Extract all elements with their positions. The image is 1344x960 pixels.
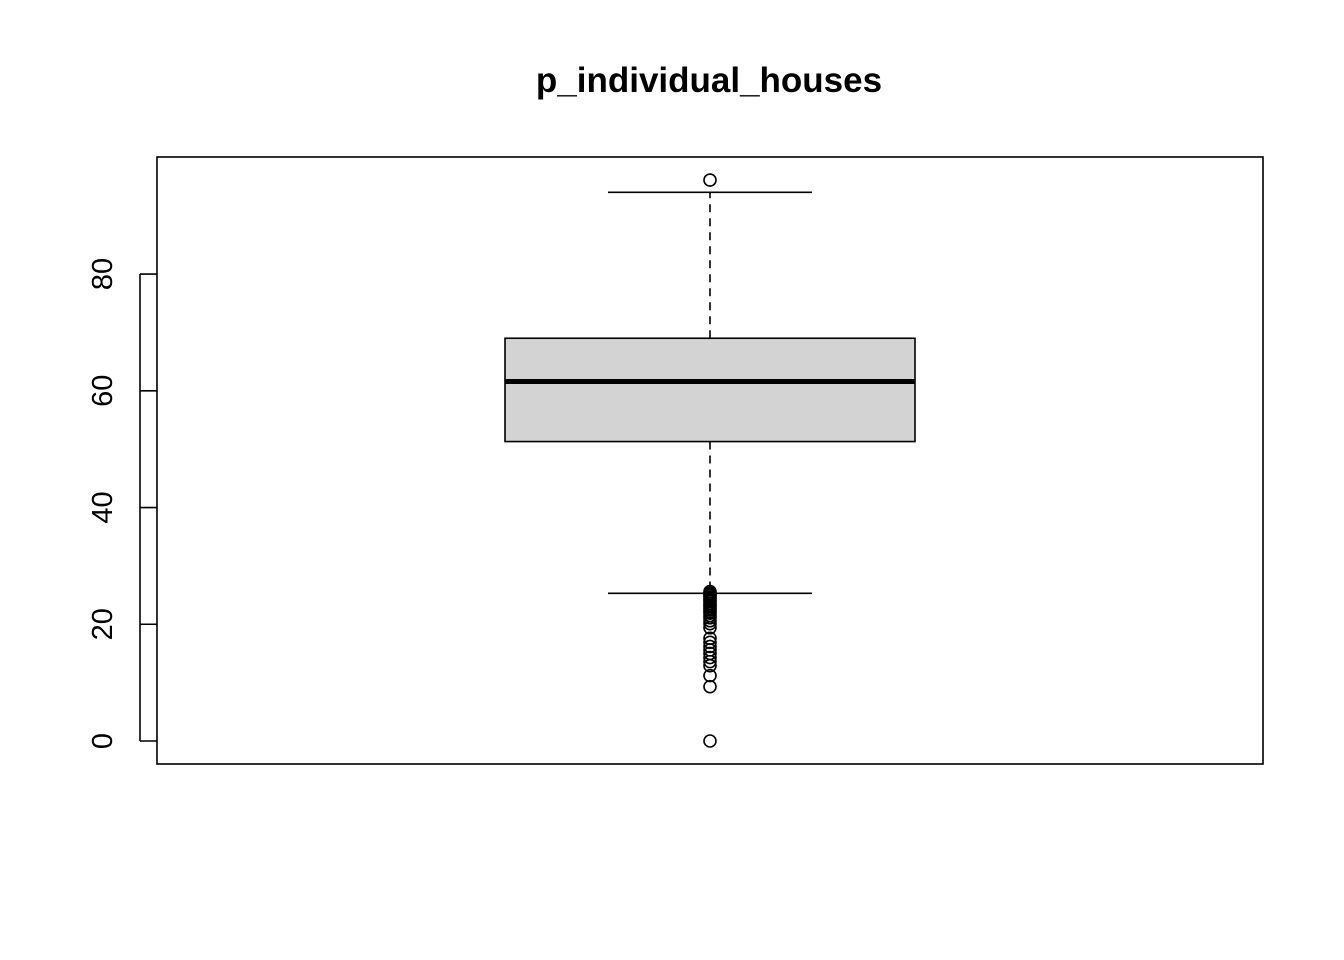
chart-title: p_individual_houses (536, 61, 882, 100)
y-tick-label: 60 (87, 375, 119, 407)
outlier-point (703, 639, 717, 654)
y-tick-label: 80 (87, 258, 119, 290)
iqr-box (504, 337, 916, 443)
plot-frame (156, 156, 1264, 765)
outlier-point (703, 635, 717, 650)
outlier-point (703, 668, 717, 683)
outlier-point (703, 620, 717, 635)
y-axis: 0 20 40 60 80 (87, 258, 157, 749)
y-tick-label: 0 (87, 733, 119, 749)
outlier-point (703, 173, 717, 187)
outlier-point (703, 650, 717, 665)
boxplot-series (504, 173, 916, 748)
outlier-point (703, 734, 717, 748)
outlier-point (703, 654, 717, 669)
outlier-point (703, 616, 717, 631)
outlier-point (703, 658, 717, 673)
y-tick-label: 20 (87, 608, 119, 640)
outlier-point (703, 679, 717, 694)
y-tick-label: 40 (87, 491, 119, 523)
